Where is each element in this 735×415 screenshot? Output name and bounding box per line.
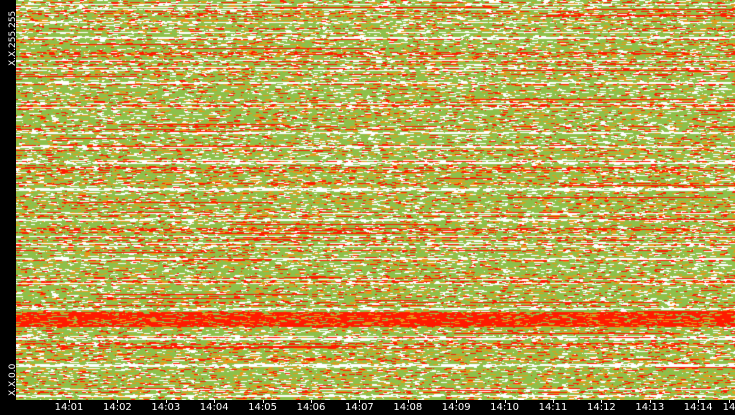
x-tick-mark: [69, 400, 70, 403]
x-tick-label: 14:10: [490, 402, 520, 413]
y-axis: X.X.255.255 X.X.0.0: [0, 0, 18, 400]
x-tick-label: 14:06: [296, 402, 326, 413]
x-tick-label: 14:05: [248, 402, 278, 413]
x-tick-mark: [214, 400, 216, 403]
x-tick-label: 14:14: [683, 402, 713, 413]
x-tick-mark: [117, 400, 119, 403]
x-tick-mark: [165, 400, 167, 403]
x-tick-label: 14:13: [635, 402, 665, 413]
x-tick-mark: [649, 400, 651, 403]
x-tick-mark: [553, 400, 554, 403]
x-tick-label: 14: [722, 402, 735, 413]
x-tick-mark: [311, 400, 312, 403]
x-tick-label: 14:04: [199, 402, 229, 413]
x-tick-label: 14:03: [151, 402, 181, 413]
x-tick-mark: [601, 400, 603, 403]
x-tick-label: 14:11: [538, 402, 568, 413]
heatmap-canvas: [16, 0, 735, 400]
x-tick-label: 14:08: [393, 402, 423, 413]
x-tick-label: 14:02: [102, 402, 132, 413]
x-tick-mark: [729, 400, 730, 403]
x-tick-label: 14:09: [441, 402, 471, 413]
x-tick-mark: [698, 400, 700, 403]
x-tick-mark: [456, 400, 458, 403]
x-tick-label: 14:07: [344, 402, 374, 413]
x-tick-mark: [407, 400, 409, 403]
x-tick-label: 14:01: [54, 402, 84, 413]
x-tick-mark: [504, 400, 506, 403]
x-tick-mark: [262, 400, 264, 403]
x-tick-mark: [359, 400, 361, 403]
x-tick-label: 14:12: [586, 402, 616, 413]
x-axis: 14:01 14:02 14:03 14:04 14:05 14:06 14:07 14:08…: [0, 400, 735, 415]
